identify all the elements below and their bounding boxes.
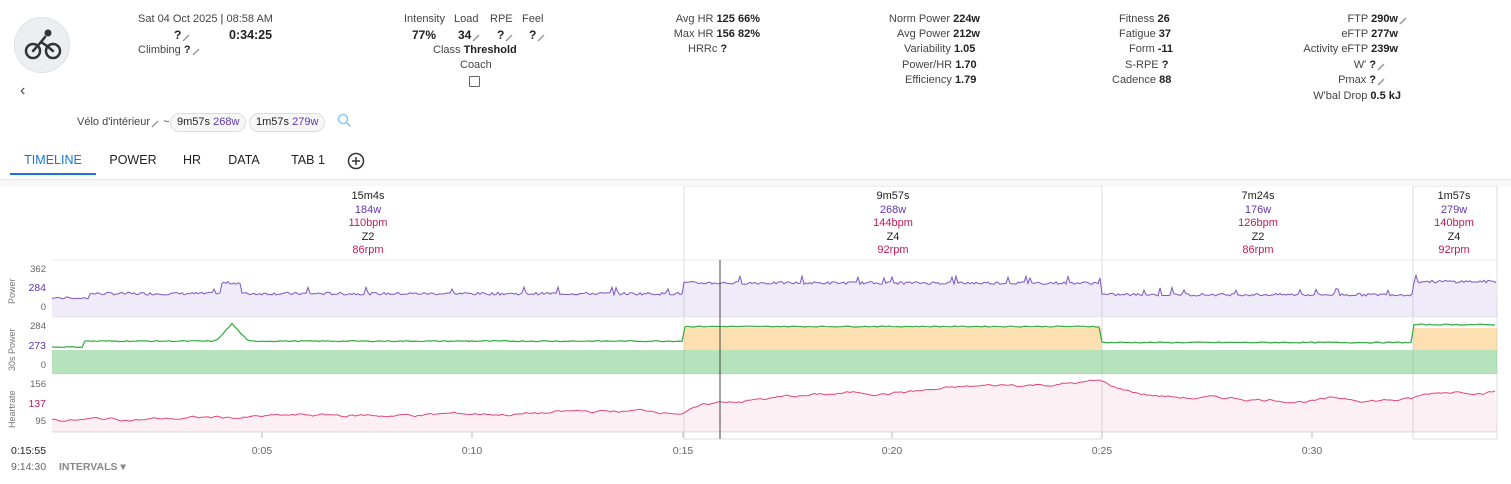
segment-summary[interactable]: 15m4s 184w 110bpm Z2 86rpm [348,190,388,256]
edit-pencil-icon[interactable] [505,31,514,42]
form: Form -11 [1129,43,1174,55]
edit-pencil-icon[interactable] [472,31,481,42]
cursor-time: 0:15:55 [11,445,47,457]
feel-label: Feel [522,13,544,25]
cadence: Cadence 88 [1112,74,1172,86]
activity-eftp: Activity eFTP 239w [1303,43,1398,55]
activity-datetime: Sat 04 Oct 2025 | 08:58 AM [138,13,273,25]
feel-value[interactable]: ? [529,28,546,43]
w-prime[interactable]: W' ? [1250,58,1386,73]
power30-axis-tick: 273 [28,340,46,352]
variability: Variability 1.05 [904,43,976,55]
z4-band [1413,328,1497,350]
add-tab-icon[interactable] [346,145,366,175]
edit-pencil-icon[interactable] [192,46,201,56]
activity-name[interactable]: ? [174,28,191,43]
z2-band [52,350,1497,374]
gear-field[interactable]: Vélo d'intérieur ~ [77,116,170,128]
elapsed-time: 9:14:30 [11,461,47,473]
edit-pencil-icon[interactable] [1377,76,1386,86]
s-rpe: S-RPE ? [1125,59,1169,71]
load-label: Load [454,13,479,25]
load-value[interactable]: 34 [458,28,481,43]
interval-box [683,185,1103,440]
activity-duration: 0:34:25 [229,28,273,42]
power-hr: Power/HR 1.70 [902,59,977,71]
power-axis-tick: 362 [30,264,46,275]
segment-summary[interactable]: 9m57s 268w 144bpm Z4 92rpm [873,190,913,256]
x-axis-tick: 0:05 [251,445,273,457]
activity-type-avatar[interactable] [14,17,70,73]
x-axis-tick: 0:30 [1301,445,1323,457]
back-chevron-icon[interactable]: ‹ [20,82,26,99]
x-axis-tick: 0:15 [672,445,694,457]
coach-label: Coach [460,59,492,71]
power-axis-tick: 284 [28,282,46,294]
tab-tab-1[interactable]: TAB 1 [291,153,325,167]
x-axis-tick: 0:20 [881,445,903,457]
intensity-label: Intensity [404,13,445,25]
intervals-dropdown[interactable]: INTERVALS ▾ [59,461,126,473]
coach-checkbox[interactable] [469,76,480,87]
pmax[interactable]: Pmax ? [1250,73,1386,88]
x-axis-tick: 0:25 [1091,445,1113,457]
ftp[interactable]: FTP 290w [1250,12,1408,27]
edit-pencil-icon[interactable] [1377,61,1386,71]
hr-axis-label: Heartrate [7,390,17,428]
max-hr: Max HR 156 82% [673,28,760,40]
edit-pencil-icon[interactable] [1399,15,1408,25]
efficiency: Efficiency 1.79 [905,74,977,86]
timeline-chart[interactable] [0,180,1511,440]
edit-pencil-icon[interactable] [182,31,191,42]
z4-band [684,328,1102,350]
segment-summary[interactable]: 7m24s 176w 126bpm Z2 86rpm [1238,190,1278,256]
fitness: Fitness 26 [1119,13,1170,25]
hr-axis-tick: 156 [30,379,46,390]
bike-icon [24,29,62,60]
power-axis-label: Power [7,278,17,304]
tab-divider [0,179,1511,180]
norm-power: Norm Power 224w [888,13,980,25]
search-icon[interactable] [337,113,352,131]
fatigue: Fatigue 37 [1119,28,1172,40]
x-axis-tick: 0:10 [461,445,483,457]
power30-line [51,322,1495,349]
tab-data[interactable]: DATA [228,153,260,167]
edit-pencil-icon[interactable] [151,118,160,128]
interval-box [1412,185,1498,440]
power30-axis-tick: 284 [30,321,46,332]
hr-axis-tick: 137 [28,398,46,410]
tab-hr[interactable]: HR [182,153,202,167]
chevron-down-icon: ▾ [120,461,126,473]
tab-timeline[interactable]: TIMELINE [10,145,96,175]
class-field: Class Threshold [433,44,517,56]
avg-power: Avg Power 212w [897,28,980,40]
segment-summary[interactable]: 1m57s 279w 140bpm Z4 92rpm [1434,190,1474,256]
intensity-value: 77% [412,28,437,42]
power-area [52,275,1497,317]
avg-hr: Avg HR 125 66% [675,13,760,25]
best-effort-chip-1[interactable]: 9m57s 268w [170,113,247,132]
climbing-field[interactable]: Climbing ? [138,43,201,58]
hr-line [52,379,1496,422]
hrrc: HRRc ? [688,43,728,55]
hr-axis-tick: 95 [35,416,46,427]
power30-axis-label: 30s Power [7,328,17,371]
rpe-value[interactable]: ? [497,28,514,43]
chart-top-bg [0,180,1511,186]
power-line [51,273,1497,300]
power-axis-tick: 0 [40,302,46,313]
wbal-drop: W'bal Drop 0.5 kJ [1313,90,1401,102]
power30-axis-tick: 0 [40,360,46,371]
eftp: eFTP 277w [1341,28,1398,40]
edit-pencil-icon[interactable] [537,31,546,42]
tab-power[interactable]: POWER [109,153,157,167]
rpe-label: RPE [490,13,513,25]
best-effort-chip-2[interactable]: 1m57s 279w [249,113,326,132]
